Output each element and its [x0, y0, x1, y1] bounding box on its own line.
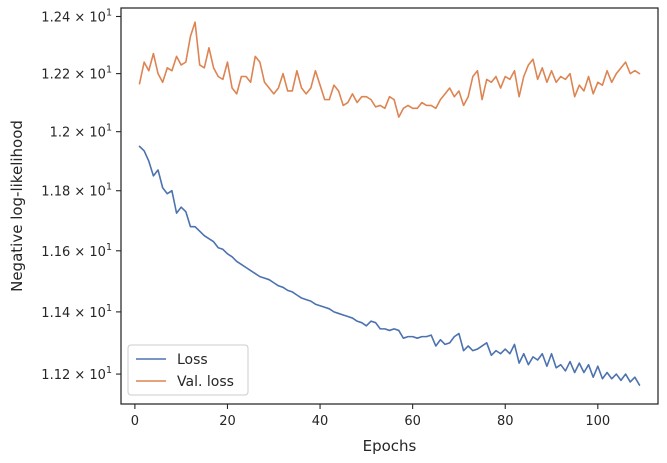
x-axis: 0 20 40 60 80 100	[131, 404, 610, 429]
y-tick-label: 1.24 × 101	[41, 7, 112, 25]
y-tick-label: 1.2 × 101	[50, 123, 112, 141]
x-tick-label: 20	[219, 414, 236, 429]
y-axis: 1.12 × 101 1.14 × 101 1.16 × 101 1.18 × 101…	[41, 7, 121, 383]
x-axis-label: Epochs	[363, 437, 417, 455]
series-layer	[138, 21, 641, 386]
y-tick-label: 1.18 × 101	[41, 182, 112, 200]
y-axis-label: Negative log-likelihood	[8, 120, 26, 292]
legend-box	[127, 344, 249, 396]
series-line-loss	[138, 145, 641, 386]
x-tick-label: 100	[585, 414, 610, 429]
x-tick-label: 80	[497, 414, 514, 429]
x-tick-label: 40	[312, 414, 329, 429]
y-tick-label: 1.22 × 101	[41, 65, 112, 83]
y-tick-label: 1.16 × 101	[41, 242, 112, 260]
y-tick-label: 1.12 × 101	[41, 365, 112, 383]
legend: Loss Val. loss	[127, 344, 249, 396]
x-tick-label: 0	[131, 414, 139, 429]
plot-frame	[120, 7, 659, 405]
series-line-val-loss	[138, 21, 641, 118]
legend-label-loss: Loss	[177, 352, 208, 368]
x-tick-label: 60	[404, 414, 421, 429]
legend-label-val-loss: Val. loss	[177, 374, 234, 390]
y-tick-label: 1.14 × 101	[41, 303, 112, 321]
